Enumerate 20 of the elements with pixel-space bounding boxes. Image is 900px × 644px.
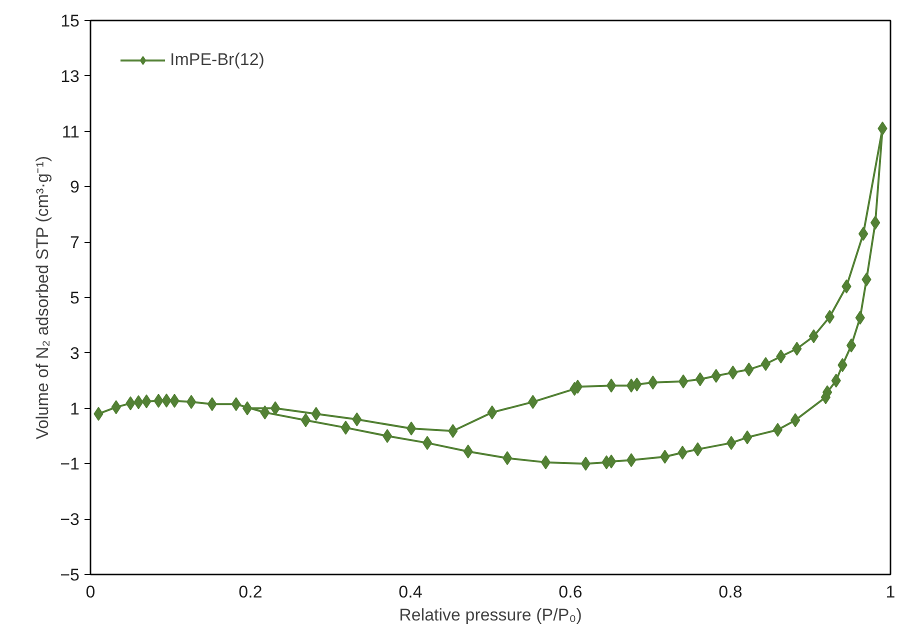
x-tick-label: 0.6 (558, 582, 582, 602)
x-axis-title: Relative pressure (P/P₀) (399, 606, 582, 624)
x-tick-label: 0.4 (398, 582, 422, 602)
y-tick-label: −3 (60, 510, 80, 530)
y-tick-label: 11 (62, 122, 80, 142)
y-tick-label: 5 (70, 288, 80, 308)
x-tick-label: 1 (886, 582, 896, 602)
y-tick-label: −1 (60, 454, 80, 474)
x-tick-label: 0.2 (238, 582, 262, 602)
y-axis-title: Volume of N₂ adsorbed STP (cm³·g⁻¹) (33, 156, 52, 440)
legend-label: ImPE-Br(12) (170, 50, 264, 70)
y-tick-label: 13 (60, 66, 80, 86)
y-tick-label: −5 (60, 566, 80, 584)
y-tick-label: 15 (60, 12, 80, 30)
y-tick-label: 9 (70, 178, 80, 197)
y-tick-label: 7 (70, 233, 80, 252)
x-tick-label: 0 (86, 582, 96, 602)
y-tick-label: 3 (70, 344, 80, 363)
x-tick-label: 0.8 (718, 582, 742, 602)
y-tick-label: 1 (70, 399, 80, 418)
